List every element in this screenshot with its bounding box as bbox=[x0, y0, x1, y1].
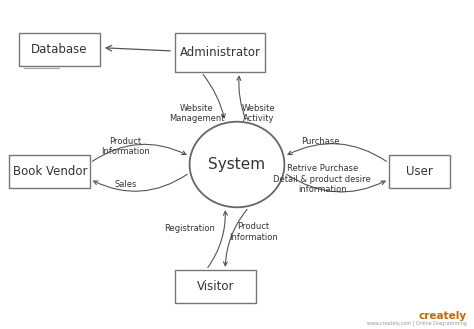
FancyBboxPatch shape bbox=[9, 155, 90, 188]
Text: System: System bbox=[209, 157, 265, 172]
FancyArrowPatch shape bbox=[94, 174, 187, 191]
Text: Website
Activity: Website Activity bbox=[242, 104, 275, 123]
Text: Sales: Sales bbox=[114, 180, 137, 189]
Text: Administrator: Administrator bbox=[180, 46, 261, 59]
Text: www.creately.com | Online Diagramming: www.creately.com | Online Diagramming bbox=[367, 321, 467, 326]
Text: Website
Management: Website Management bbox=[169, 104, 225, 123]
FancyBboxPatch shape bbox=[389, 155, 450, 188]
Text: Visitor: Visitor bbox=[197, 280, 235, 293]
Text: Product
Information: Product Information bbox=[229, 222, 278, 241]
FancyBboxPatch shape bbox=[175, 270, 256, 303]
FancyArrowPatch shape bbox=[203, 75, 225, 118]
FancyArrowPatch shape bbox=[92, 144, 186, 161]
FancyArrowPatch shape bbox=[237, 76, 246, 119]
Text: Purchase: Purchase bbox=[301, 137, 339, 146]
Text: Registration: Registration bbox=[164, 224, 215, 233]
FancyArrowPatch shape bbox=[224, 209, 247, 266]
Text: creately: creately bbox=[419, 311, 467, 321]
Ellipse shape bbox=[190, 122, 284, 207]
Text: Product
Information: Product Information bbox=[101, 137, 150, 156]
FancyBboxPatch shape bbox=[175, 33, 265, 72]
FancyBboxPatch shape bbox=[19, 33, 100, 66]
Text: Database: Database bbox=[31, 43, 88, 56]
FancyArrowPatch shape bbox=[208, 211, 228, 267]
FancyArrowPatch shape bbox=[288, 143, 386, 161]
Text: User: User bbox=[406, 164, 433, 178]
Text: Book Vendor: Book Vendor bbox=[12, 164, 87, 178]
FancyArrowPatch shape bbox=[287, 174, 385, 192]
Text: Retrive Purchase
Detail & product desire
information: Retrive Purchase Detail & product desire… bbox=[273, 164, 371, 194]
